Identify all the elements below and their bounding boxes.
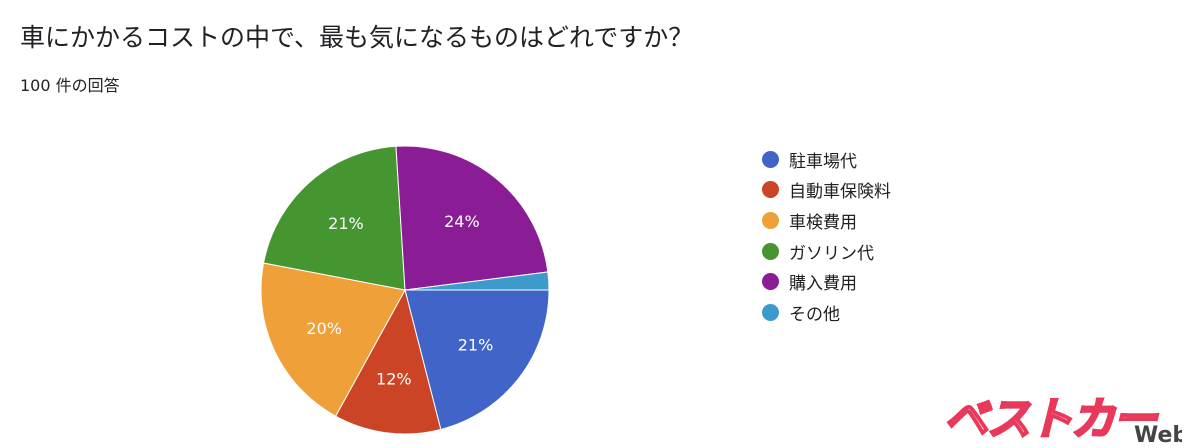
legend-item-4: 購入費用: [762, 266, 891, 297]
pie-slice-label-1: 12%: [376, 370, 412, 389]
legend-label-2: 車検費用: [789, 212, 857, 233]
legend-swatch-0: [762, 150, 779, 168]
bestcar-web-logo: ベストカー Web: [943, 393, 1182, 444]
pie-slice-1: [334, 288, 442, 435]
response-count: 100 件の回答: [20, 76, 120, 95]
pie-slice-5: [404, 271, 550, 291]
legend-swatch-1: [762, 181, 779, 199]
legend-swatch-5: [762, 303, 779, 321]
legend-label-1: 自動車保険料: [789, 182, 891, 203]
legend-label-5: その他: [789, 304, 840, 325]
pie-slice-4: [395, 145, 549, 291]
pie-slice-2: [260, 262, 406, 417]
pie-slice-label-2: 20%: [306, 319, 342, 338]
pie-slice-3: [262, 145, 406, 291]
chart-title: 車にかかるコストの中で、最も気になるものはどれですか？: [20, 23, 694, 52]
legend-item-2: 車検費用: [762, 205, 891, 236]
pie-slice-label-0: 21%: [458, 336, 494, 355]
chart-legend: 駐車場代自動車保険料 車検費用ガソリン代購入費用その他: [762, 144, 891, 328]
legend-label-4: 購入費用: [789, 274, 857, 295]
legend-item-5: その他: [762, 297, 891, 328]
legend-item-0: 駐車場代: [762, 144, 891, 175]
legend-item-1: 自動車保険料: [762, 175, 891, 206]
pie-slice-label-3: 21%: [328, 214, 364, 233]
legend-swatch-3: [762, 242, 779, 260]
legend-swatch-4: [762, 273, 779, 291]
legend-item-3: ガソリン代: [762, 236, 891, 267]
pie-slice-label-4: 24%: [444, 212, 480, 231]
pie-chart: 21% 12% 20% 21% 24%: [260, 145, 550, 435]
svg-text:Web: Web: [1134, 423, 1182, 444]
pie-slice-0: [404, 289, 550, 431]
legend-label-0: 駐車場代: [789, 151, 857, 172]
legend-label-3: ガソリン代: [789, 243, 874, 264]
svg-text:ベストカー: ベストカー: [944, 394, 1159, 444]
legend-swatch-2: [762, 211, 779, 229]
